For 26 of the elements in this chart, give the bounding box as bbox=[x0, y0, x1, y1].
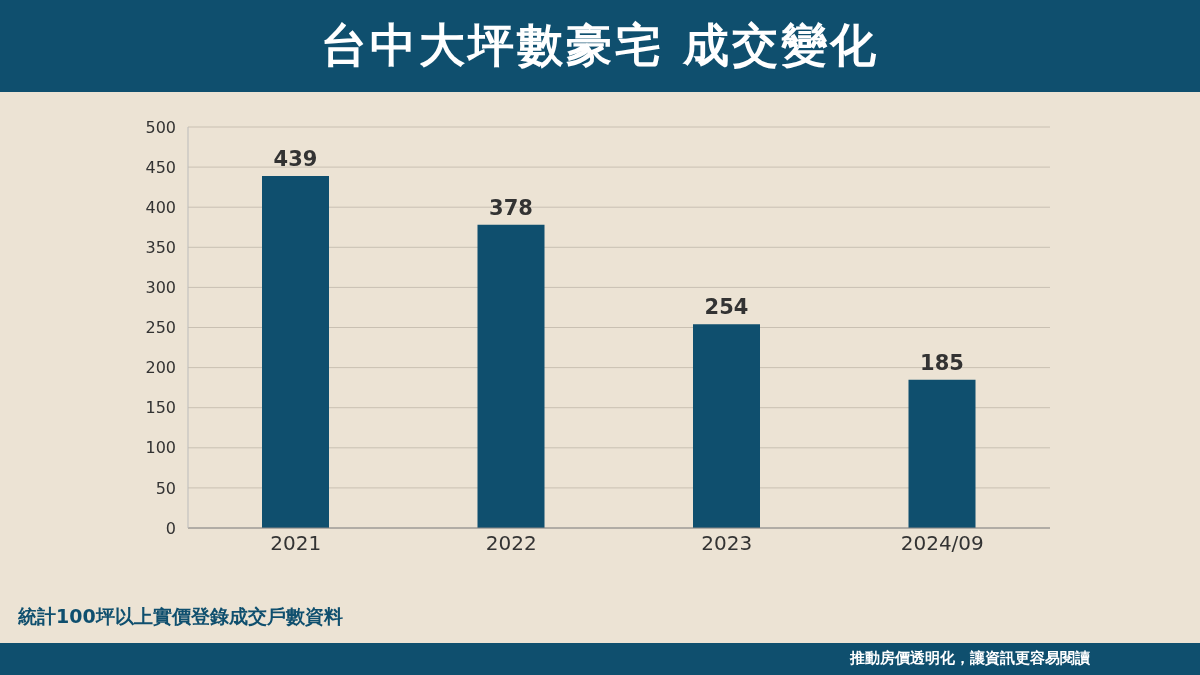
y-tick-label: 450 bbox=[145, 157, 176, 177]
x-tick-label: 2021 bbox=[270, 531, 322, 556]
y-tick-label: 500 bbox=[145, 117, 176, 137]
data-label: 378 bbox=[489, 195, 533, 220]
y-tick-label: 200 bbox=[145, 358, 176, 378]
y-tick-label: 0 bbox=[165, 518, 176, 538]
x-tick-label: 2022 bbox=[485, 531, 537, 556]
y-tick-label: 350 bbox=[145, 237, 176, 257]
bar bbox=[908, 379, 976, 528]
bar bbox=[477, 224, 545, 528]
x-tick-label: 2024/09 bbox=[900, 531, 984, 556]
text: 統計100坪以上實價登錄成交戶數資料 bbox=[18, 604, 343, 629]
x-tick-label: 2023 bbox=[701, 531, 753, 556]
data-label: 439 bbox=[273, 146, 318, 171]
bar bbox=[693, 324, 760, 528]
y-tick-label: 250 bbox=[145, 318, 176, 338]
bar bbox=[262, 175, 329, 528]
data-label: 254 bbox=[704, 295, 749, 320]
chart-title: 台中大坪數豪宅 成交變化 bbox=[320, 17, 879, 74]
y-tick-label: 150 bbox=[145, 398, 176, 418]
text: 推動房價透明化，讓資訊更容易閱讀 bbox=[850, 649, 1090, 668]
y-tick-label: 400 bbox=[145, 197, 176, 217]
y-tick-label: 300 bbox=[145, 278, 176, 298]
y-tick-label: 50 bbox=[155, 478, 176, 498]
y-tick-label: 100 bbox=[145, 438, 176, 458]
data-label: 185 bbox=[920, 350, 964, 375]
